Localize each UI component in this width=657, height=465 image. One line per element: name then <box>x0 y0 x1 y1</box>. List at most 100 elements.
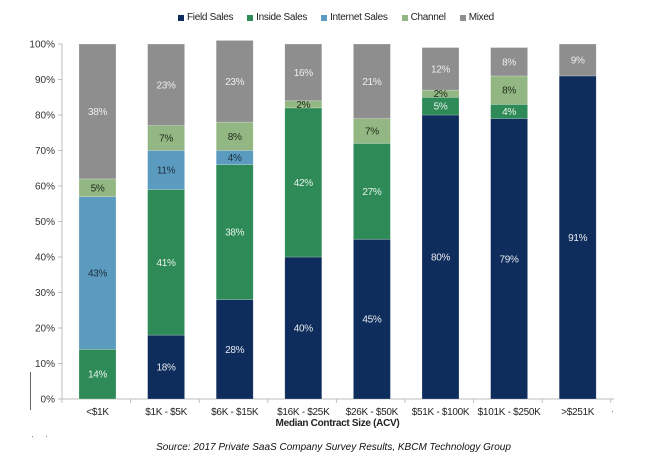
y-tick-label: 60% <box>35 182 55 193</box>
y-tick-label: 70% <box>35 146 55 157</box>
axes: 0% 10% 20% 30% 40% 50% 60% 70% 80% 90% 100% <$1K $1K… <box>29 40 615 418</box>
bar-segment-field-sales <box>353 238 391 400</box>
legend-item: Channel <box>401 12 446 23</box>
legend-swatch <box>401 14 408 21</box>
data-label: 4% <box>228 153 242 164</box>
stray-mark <box>32 436 33 437</box>
x-tick-label: $1K - $5K <box>145 407 187 418</box>
data-label: 28% <box>225 345 245 356</box>
data-label: 5% <box>434 102 448 113</box>
data-label: 2% <box>296 100 310 111</box>
x-tick-label: $26K - $50K <box>346 407 399 418</box>
data-label: 14% <box>88 370 108 381</box>
data-labels: 14% 43% 5% 38% 18% 41% 11% 7% 23% 28% 38% 4% 8% 23% 40… <box>88 55 588 380</box>
bar-segment-mixed <box>284 43 323 102</box>
bar-segment-mixed <box>215 40 254 123</box>
bar-segment-mixed <box>558 43 597 77</box>
data-label: 11% <box>157 166 176 177</box>
legend-label: Inside Sales <box>256 12 308 23</box>
bar-segment-field-sales <box>421 114 460 400</box>
bar-segment-mixed <box>421 47 460 91</box>
data-label: 16% <box>294 68 314 79</box>
data-label: 79% <box>500 254 520 265</box>
x-tick-label: $6K - $15K <box>211 407 259 418</box>
bar-segment-mixed <box>490 47 528 77</box>
data-label: 8% <box>502 57 516 68</box>
y-tick-label: 100% <box>29 40 55 51</box>
legend-label: Field Sales <box>187 12 234 23</box>
legend-swatch <box>459 14 466 21</box>
legend-swatch <box>247 14 254 21</box>
bar-segment-inside-sales <box>353 143 391 240</box>
bar-segment-field-sales <box>284 256 323 400</box>
stray-mark <box>46 436 47 437</box>
legend-item: Internet Sales <box>321 12 388 23</box>
data-label: 12% <box>431 64 451 75</box>
legend-item: Mixed <box>459 12 494 23</box>
bar-segment-channel <box>215 121 254 151</box>
x-tick-label: $16K - $25K <box>277 407 330 418</box>
bars <box>78 40 597 400</box>
legend-label: Mixed <box>468 12 494 23</box>
y-tick-label: 10% <box>35 359 55 370</box>
bar-segment-field-sales <box>215 299 254 400</box>
bar-segment-field-sales <box>490 118 528 400</box>
data-label: 23% <box>157 80 177 91</box>
bar-segment-inside-sales <box>215 164 254 300</box>
data-label: 21% <box>362 77 382 88</box>
data-label: 8% <box>228 132 242 143</box>
legend-swatch <box>321 14 328 21</box>
source-note: Source: 2017 Private SaaS Company Survey… <box>156 442 511 453</box>
data-label: 80% <box>431 253 451 264</box>
y-tick-label: 0% <box>41 395 56 406</box>
data-label: 2% <box>434 89 448 100</box>
data-label: 18% <box>157 363 177 374</box>
bar-segment-channel <box>147 125 185 151</box>
side-rule <box>30 372 31 410</box>
bar-segment-internet-sales <box>78 196 117 350</box>
data-label: 38% <box>225 228 245 239</box>
bar-segment-inside-sales <box>284 107 323 258</box>
x-axis-title: Median Contract Size (ACV) <box>275 418 400 429</box>
bar-segment-mixed <box>147 43 185 126</box>
bar-segment-inside-sales <box>147 189 185 336</box>
data-label: 45% <box>362 315 382 326</box>
bar-segment-field-sales <box>147 334 185 400</box>
data-label: 7% <box>159 134 173 145</box>
data-label: 4% <box>502 107 516 118</box>
data-label: 91% <box>568 233 588 244</box>
data-label: 43% <box>88 268 108 279</box>
x-tick-label: $101K - $250K <box>478 407 541 418</box>
data-label: 41% <box>157 258 177 269</box>
legend-swatch <box>178 14 184 21</box>
bar-segment-channel <box>353 118 391 144</box>
y-tick-label: 30% <box>35 288 55 299</box>
y-tick-label: 20% <box>35 324 55 335</box>
y-tick-label: 80% <box>35 111 55 122</box>
data-label: 8% <box>502 86 516 97</box>
data-label: 42% <box>294 178 314 189</box>
data-label: 7% <box>365 126 379 137</box>
data-label: 27% <box>362 187 382 198</box>
legend-item: Field Sales <box>178 12 233 23</box>
data-label: 5% <box>91 183 105 194</box>
y-tick-label: 90% <box>35 75 55 86</box>
bar-segment-mixed <box>353 43 391 119</box>
legend-item: Inside Sales <box>247 12 307 23</box>
data-label: 38% <box>88 107 108 118</box>
bar-segment-inside-sales <box>78 348 117 400</box>
bar-segment-mixed <box>78 43 117 180</box>
x-tick-label: >$251K <box>561 407 595 418</box>
stray-mark <box>612 411 613 412</box>
x-tick-label: $51K - $100K <box>412 407 470 418</box>
x-tick-label: <$1K <box>86 407 109 418</box>
legend-label: Internet Sales <box>330 12 388 23</box>
data-label: 9% <box>571 55 585 66</box>
bar-segment-field-sales <box>558 75 597 400</box>
data-label: 23% <box>225 77 245 88</box>
y-tick-label: 50% <box>35 217 55 228</box>
bar-segment-channel <box>421 89 460 98</box>
data-label: 40% <box>294 324 314 335</box>
legend-label: Channel <box>410 12 446 23</box>
